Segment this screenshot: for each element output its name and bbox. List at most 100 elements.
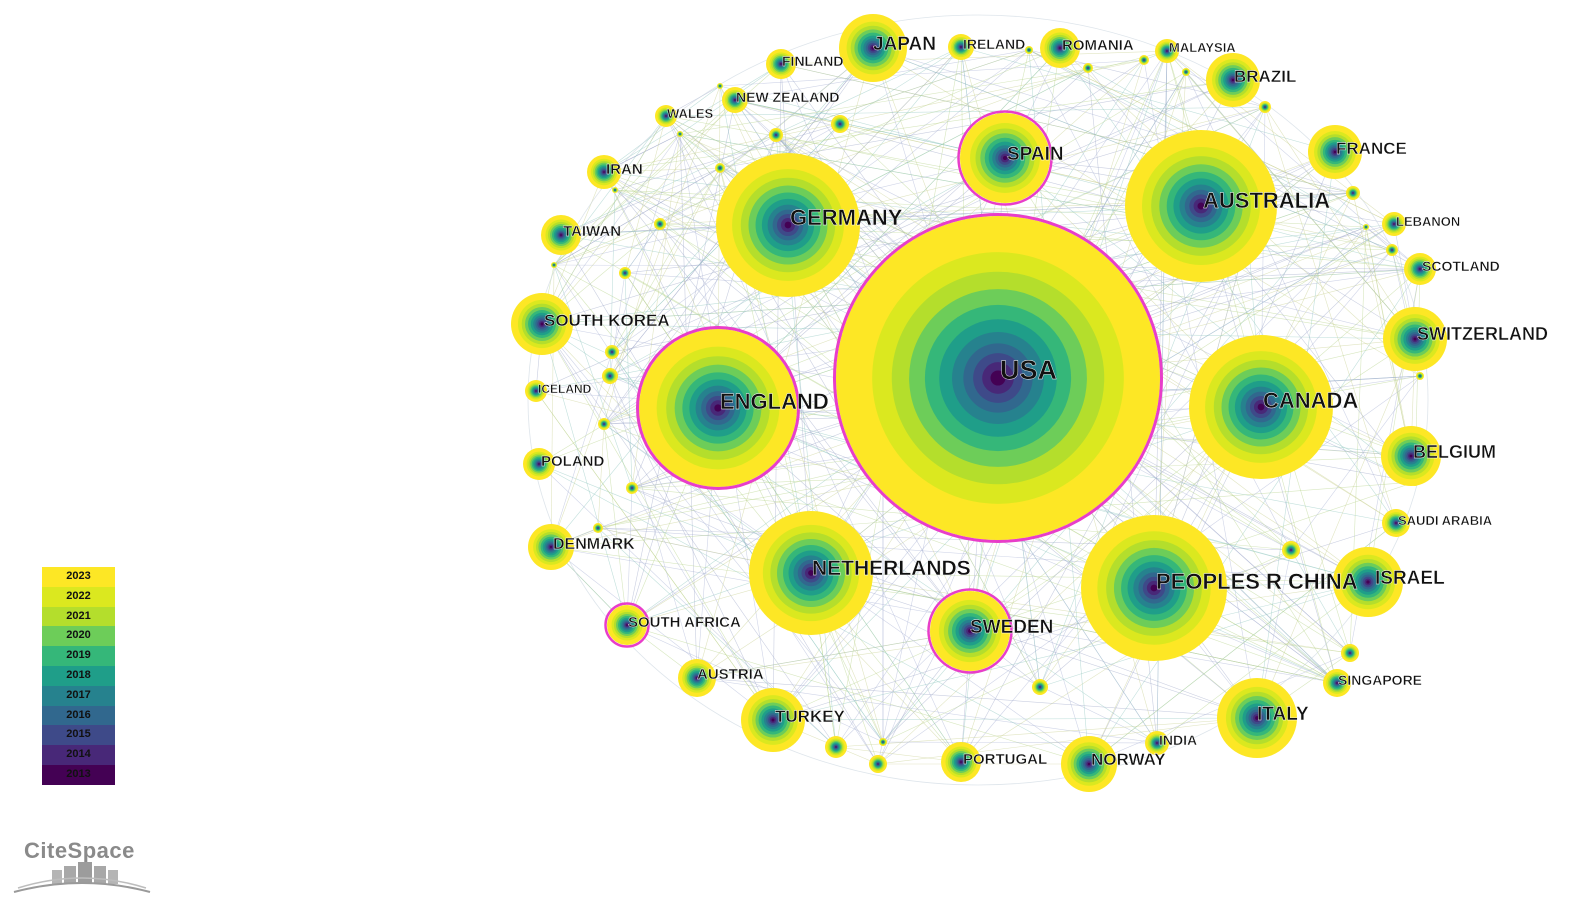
node-lebanon[interactable]: [1382, 212, 1406, 236]
minor-node[interactable]: [879, 738, 887, 746]
minor-node[interactable]: [1282, 541, 1300, 559]
network-edge: [535, 390, 774, 721]
node-iceland[interactable]: [525, 380, 547, 402]
network-edge: [609, 189, 616, 377]
minor-node[interactable]: [1259, 101, 1271, 113]
network-edge: [717, 47, 1061, 409]
node-spain[interactable]: [957, 110, 1053, 206]
node-label: ENGLAND: [720, 389, 829, 414]
year-ring: [560, 234, 562, 236]
node-italy[interactable]: [1217, 678, 1297, 758]
minor-node[interactable]: [598, 418, 610, 430]
node-finland[interactable]: [766, 49, 796, 79]
node-label: LEBANON: [1396, 214, 1460, 229]
node-belgium[interactable]: [1381, 426, 1441, 486]
node-germany[interactable]: [716, 153, 860, 297]
burst-ring: [833, 213, 1163, 543]
minor-node[interactable]: [1386, 244, 1398, 256]
minor-node[interactable]: [1083, 63, 1093, 73]
network-edge: [560, 205, 1202, 236]
network-edge: [1264, 106, 1416, 340]
node-norway[interactable]: [1061, 736, 1117, 792]
minor-node[interactable]: [1025, 46, 1033, 54]
node-england[interactable]: [636, 326, 800, 490]
year-ring: [1231, 78, 1235, 82]
network-edge: [550, 85, 721, 548]
legend-year-swatch: 2023: [42, 567, 115, 587]
minor-node[interactable]: [1416, 372, 1424, 380]
network-edge: [541, 99, 736, 325]
node-japan[interactable]: [839, 14, 907, 82]
minor-node[interactable]: [1032, 679, 1048, 695]
minor-node[interactable]: [869, 755, 887, 773]
node-label: AUSTRALIA: [1203, 188, 1330, 213]
minor-node[interactable]: [654, 218, 666, 230]
node-peoples-r-china[interactable]: [1081, 515, 1227, 661]
minor-node[interactable]: [1182, 68, 1190, 76]
minor-node[interactable]: [551, 262, 557, 268]
node-new-zealand[interactable]: [722, 87, 748, 113]
node-south-africa[interactable]: [604, 602, 650, 648]
node-netherlands[interactable]: [749, 511, 873, 635]
minor-node[interactable]: [831, 115, 849, 133]
node-saudi-arabia[interactable]: [1382, 509, 1410, 537]
node-switzerland[interactable]: [1383, 307, 1447, 371]
node-australia[interactable]: [1125, 130, 1277, 282]
legend-year-swatch: 2015: [42, 725, 115, 746]
minor-node[interactable]: [1346, 186, 1360, 200]
network-edge: [696, 677, 1258, 719]
minor-node[interactable]: [1363, 224, 1369, 230]
minor-node[interactable]: [677, 131, 683, 137]
minor-node[interactable]: [825, 736, 847, 758]
node-taiwan[interactable]: [541, 215, 581, 255]
network-edge: [631, 487, 774, 721]
minor-node[interactable]: [626, 482, 638, 494]
minor-node[interactable]: [715, 163, 725, 173]
node-south-korea[interactable]: [511, 293, 573, 355]
node-poland[interactable]: [523, 448, 555, 480]
minor-node[interactable]: [717, 83, 723, 89]
year-ring: [1156, 742, 1158, 744]
minor-node[interactable]: [605, 345, 619, 359]
node-malaysia[interactable]: [1155, 39, 1179, 63]
node-turkey[interactable]: [741, 688, 805, 752]
node-usa[interactable]: [833, 213, 1163, 543]
node-india[interactable]: [1145, 731, 1169, 755]
node-canada[interactable]: [1189, 335, 1333, 479]
network-edge: [659, 223, 971, 632]
node-israel[interactable]: [1333, 547, 1403, 617]
node-denmark[interactable]: [528, 524, 574, 570]
minor-node[interactable]: [619, 267, 631, 279]
year-ring: [538, 463, 540, 465]
node-label: SPAIN: [1007, 144, 1064, 165]
node-label: JAPAN: [873, 34, 936, 55]
minor-node[interactable]: [602, 368, 618, 384]
node-wales[interactable]: [655, 105, 677, 127]
node-france[interactable]: [1308, 125, 1362, 179]
year-ring: [609, 375, 611, 377]
node-singapore[interactable]: [1323, 669, 1351, 697]
network-edge: [1087, 67, 1416, 483]
year-ring: [1391, 249, 1393, 251]
node-sweden[interactable]: [927, 588, 1013, 674]
minor-node[interactable]: [612, 187, 618, 193]
node-austria[interactable]: [678, 659, 716, 697]
minor-node[interactable]: [769, 128, 783, 142]
node-romania[interactable]: [1040, 28, 1080, 68]
node-brazil[interactable]: [1206, 53, 1260, 107]
minor-node[interactable]: [1139, 55, 1149, 65]
minor-node[interactable]: [1341, 644, 1359, 662]
node-ireland[interactable]: [948, 34, 974, 60]
network-edge: [541, 323, 837, 748]
node-portugal[interactable]: [941, 742, 981, 782]
network-edge: [609, 375, 774, 721]
node-label: PEOPLES R CHINA: [1156, 569, 1358, 594]
minor-node[interactable]: [593, 523, 603, 533]
network-edge: [780, 63, 812, 574]
network-edge: [772, 502, 964, 721]
year-ring: [631, 487, 633, 489]
network-edge: [541, 133, 681, 325]
node-iran[interactable]: [587, 155, 621, 189]
node-scotland[interactable]: [1404, 253, 1436, 285]
